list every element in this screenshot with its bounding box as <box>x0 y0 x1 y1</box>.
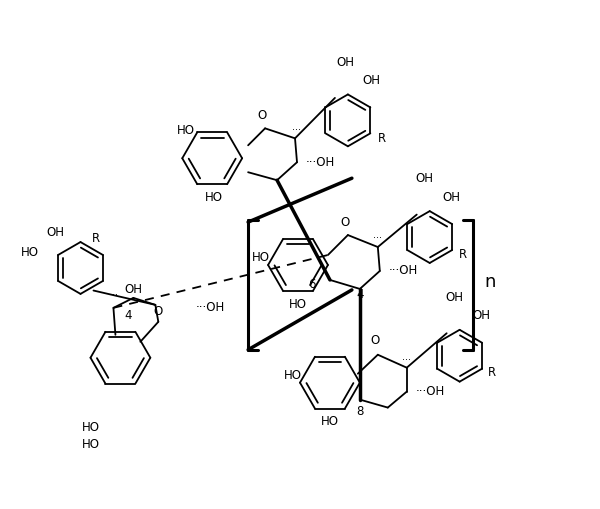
Text: HO: HO <box>20 245 38 259</box>
Text: OH: OH <box>416 172 434 185</box>
Text: O: O <box>340 216 350 229</box>
Text: HO: HO <box>284 369 302 382</box>
Text: n: n <box>485 273 496 291</box>
Text: O: O <box>370 334 379 347</box>
Text: HO: HO <box>252 251 270 265</box>
Text: ···: ··· <box>109 290 118 300</box>
Text: HO: HO <box>205 191 223 204</box>
Text: OH: OH <box>473 309 491 322</box>
Text: HO: HO <box>177 124 195 137</box>
Text: HO: HO <box>289 298 307 312</box>
Text: OH: OH <box>443 191 461 204</box>
Text: OH: OH <box>363 74 381 87</box>
Text: ···: ··· <box>373 233 382 243</box>
Text: OH: OH <box>446 291 464 304</box>
Text: ···: ··· <box>402 355 411 365</box>
Text: HO: HO <box>82 438 100 451</box>
Text: HO: HO <box>82 421 100 434</box>
Text: HO: HO <box>321 415 339 428</box>
Text: O: O <box>154 305 163 318</box>
Text: ···OH: ···OH <box>196 301 226 315</box>
Text: R: R <box>378 132 386 145</box>
Text: 4: 4 <box>125 309 132 322</box>
Text: R: R <box>487 366 496 379</box>
Text: 8: 8 <box>356 405 364 418</box>
Text: OH: OH <box>336 56 354 69</box>
Text: ···OH: ···OH <box>416 385 445 398</box>
Text: ···OH: ···OH <box>306 156 335 169</box>
Text: ···: ··· <box>292 125 301 135</box>
Text: 4: 4 <box>356 289 364 301</box>
Text: OH: OH <box>124 284 142 296</box>
Text: OH: OH <box>47 225 65 239</box>
Text: O: O <box>257 109 267 122</box>
Text: R: R <box>91 232 100 244</box>
Text: ···OH: ···OH <box>389 265 418 277</box>
Text: R: R <box>458 247 467 261</box>
Text: 6: 6 <box>308 278 316 292</box>
